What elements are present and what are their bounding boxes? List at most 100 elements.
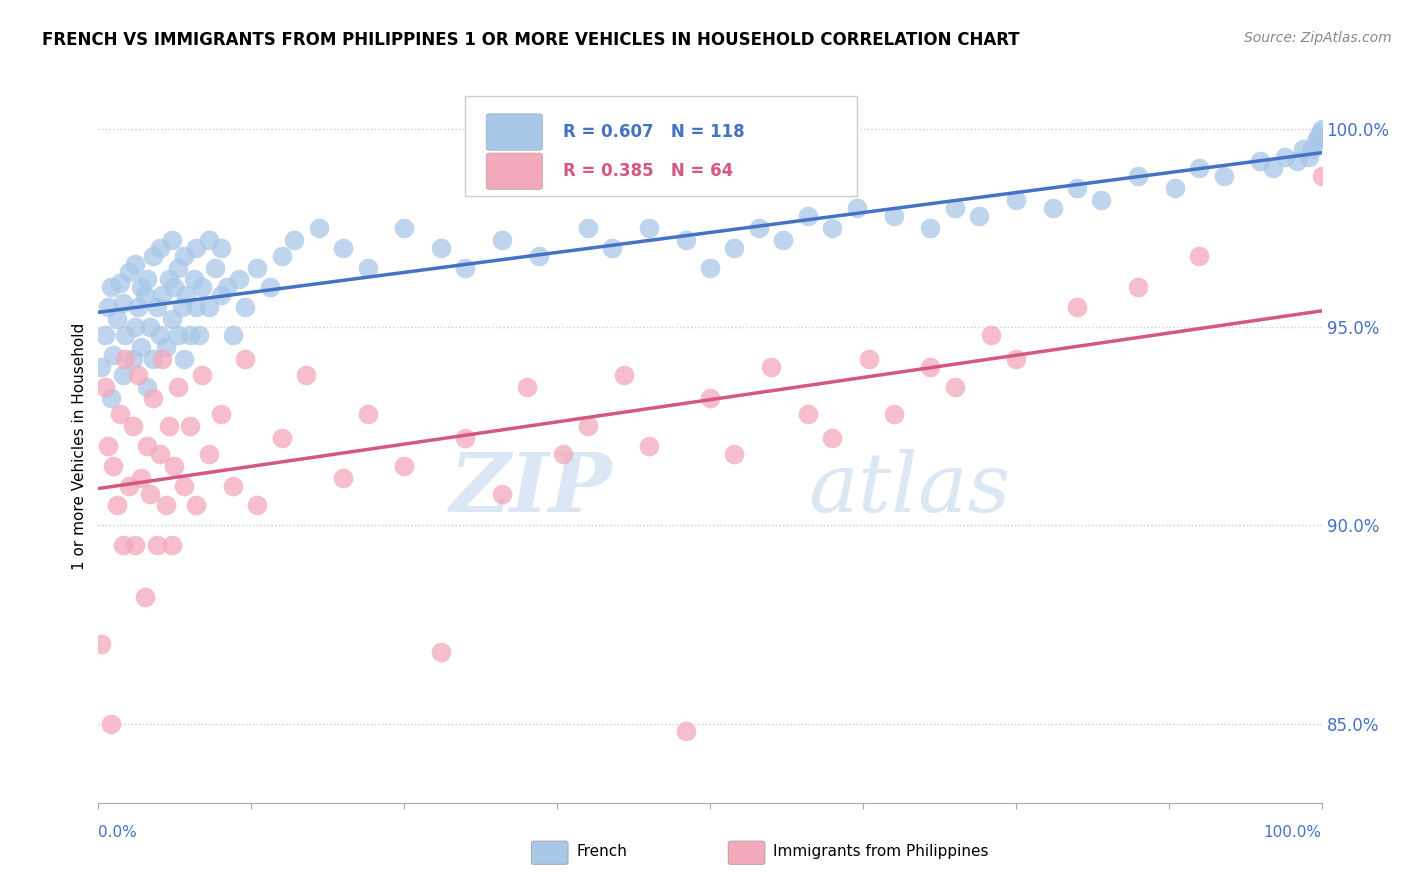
Point (90, 359, 112, 374)
Point (920, 221, 942, 235)
Point (270, 431, 294, 445)
Point (100, 716, 122, 731)
Text: Immigrants from Philippines: Immigrants from Philippines (773, 845, 988, 859)
Point (858, 351, 880, 366)
Point (149, 241, 172, 255)
Point (129, 471, 152, 485)
Point (491, 486, 513, 500)
Point (246, 499, 269, 513)
Point (883, 209, 905, 223)
Point (170, 300, 193, 314)
Point (209, 288, 232, 302)
Point (430, 241, 453, 255)
Point (1090, 193, 1112, 207)
FancyBboxPatch shape (465, 96, 856, 196)
Point (204, 260, 226, 275)
Point (1188, 161, 1211, 176)
Point (150, 351, 173, 366)
Point (136, 439, 159, 453)
Point (110, 407, 132, 421)
Point (111, 368, 134, 382)
Point (295, 368, 318, 382)
Point (1212, 169, 1234, 184)
Point (139, 486, 162, 500)
Point (146, 538, 169, 552)
Text: FRENCH VS IMMIGRANTS FROM PHILIPPINES 1 OR MORE VEHICLES IN HOUSEHOLD CORRELATIO: FRENCH VS IMMIGRANTS FROM PHILIPPINES 1 … (42, 31, 1019, 49)
Point (105, 312, 128, 326)
Point (576, 419, 599, 434)
Point (105, 499, 128, 513)
Point (124, 320, 146, 334)
Point (155, 340, 177, 354)
Point (1305, 134, 1327, 148)
Point (127, 368, 149, 382)
Point (187, 328, 209, 343)
Point (124, 257, 146, 271)
Point (1306, 129, 1329, 144)
Point (699, 260, 721, 275)
Point (167, 379, 190, 393)
Point (142, 249, 165, 263)
Point (943, 379, 966, 393)
Point (1249, 153, 1271, 168)
Point (93, 328, 115, 343)
Point (100, 392, 122, 406)
Point (160, 538, 183, 552)
Point (173, 351, 195, 366)
Point (613, 368, 636, 382)
Point (454, 431, 477, 445)
Point (173, 478, 195, 492)
Text: French: French (576, 845, 627, 859)
Text: ZIP: ZIP (450, 449, 612, 529)
Point (118, 478, 141, 492)
Point (637, 439, 661, 453)
Point (139, 320, 162, 334)
Point (491, 233, 513, 247)
Point (183, 272, 205, 286)
Point (121, 419, 143, 434)
Text: 0.0%: 0.0% (98, 825, 138, 840)
Point (600, 241, 623, 255)
Point (134, 288, 156, 302)
Point (246, 260, 269, 275)
Point (270, 249, 294, 263)
Point (1066, 300, 1088, 314)
Point (1274, 150, 1296, 164)
Point (1164, 181, 1187, 195)
Point (1128, 280, 1150, 294)
Point (157, 272, 180, 286)
Point (980, 328, 1002, 343)
Point (197, 447, 219, 461)
Point (149, 328, 172, 343)
Point (163, 458, 186, 473)
Point (215, 280, 238, 294)
Point (142, 351, 165, 366)
Text: R = 0.385   N = 64: R = 0.385 N = 64 (564, 162, 734, 180)
Point (1286, 153, 1309, 168)
Point (772, 233, 794, 247)
Point (797, 407, 820, 421)
Point (576, 221, 599, 235)
Point (160, 233, 183, 247)
Point (723, 241, 745, 255)
Point (430, 645, 453, 659)
Point (699, 392, 721, 406)
Point (515, 379, 537, 393)
Point (356, 260, 378, 275)
Point (821, 431, 844, 445)
Point (90, 637, 112, 651)
Point (883, 407, 905, 421)
Point (233, 300, 256, 314)
Point (111, 538, 134, 552)
Point (637, 221, 661, 235)
Point (97, 439, 120, 453)
Point (761, 359, 783, 374)
Point (127, 300, 149, 314)
Point (675, 233, 697, 247)
Point (111, 296, 134, 310)
Point (1004, 193, 1026, 207)
Point (228, 272, 250, 286)
Point (114, 328, 136, 343)
Point (121, 351, 143, 366)
FancyBboxPatch shape (486, 114, 543, 150)
